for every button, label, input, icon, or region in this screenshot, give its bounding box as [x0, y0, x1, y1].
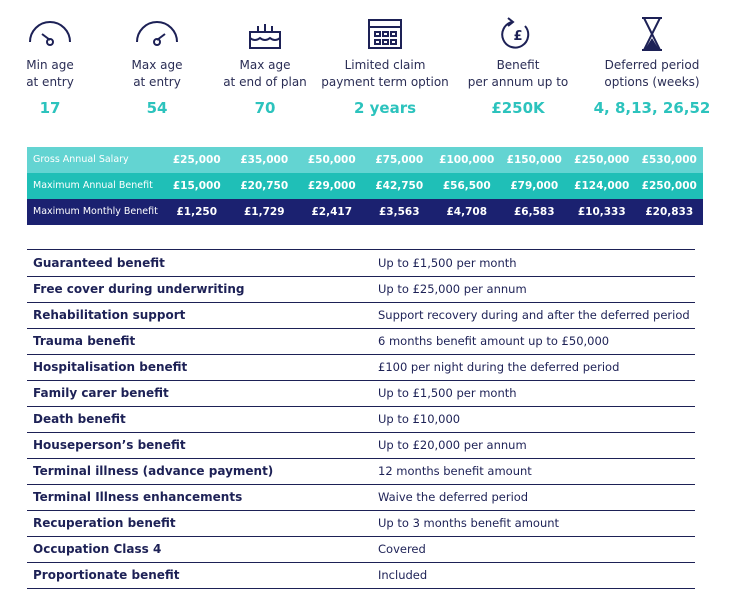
salary-cell: £4,708: [446, 206, 488, 218]
table-rule: [27, 249, 695, 250]
salary-cell: £75,000: [375, 154, 424, 166]
salary-cell: £1,729: [243, 206, 285, 218]
gauge-icon: [29, 21, 71, 46]
summary-value: £250K: [491, 99, 545, 117]
summary-label: at entry: [26, 75, 74, 89]
salary-cell: £56,500: [442, 180, 491, 192]
benefit-detail: Support recovery during and after the de…: [378, 308, 690, 322]
table-rule: [27, 302, 695, 303]
summary-label: Max age: [239, 58, 291, 72]
benefit-name: Free cover during underwriting: [33, 282, 245, 296]
summary-label: per annum up to: [467, 75, 569, 89]
benefit-detail: Up to £20,000 per annum: [378, 438, 527, 452]
benefit-detail: Waive the deferred period: [378, 490, 529, 504]
summary-label: options (weeks): [604, 75, 700, 89]
benefit-detail: £100 per night during the deferred perio…: [378, 360, 620, 374]
benefit-detail: Up to £10,000: [378, 412, 461, 426]
salary-cell: £250,000: [574, 154, 630, 166]
salary-cell: £79,000: [510, 180, 559, 192]
row-bg: [27, 173, 703, 199]
calendar-icon: [368, 19, 402, 49]
salary-cell: £42,750: [375, 180, 424, 192]
benefit-detail: Up to £25,000 per annum: [378, 282, 527, 296]
benefit-name: Occupation Class 4: [33, 542, 162, 556]
summary-value: 4, 8,13, 26,52: [593, 99, 711, 117]
salary-cell: £35,000: [240, 154, 289, 166]
table-rule: [27, 432, 695, 433]
icons: £: [29, 17, 662, 51]
salary-cell: £3,563: [378, 206, 420, 218]
table-rule: [27, 588, 695, 589]
benefit-name: Death benefit: [33, 412, 126, 426]
table-rule: [27, 562, 695, 563]
row-bg: [27, 147, 703, 173]
benefit-name: Family carer benefit: [33, 386, 169, 400]
salary-cell: £530,000: [641, 154, 697, 166]
salary-cell: £2,417: [311, 206, 353, 218]
salary-cell: £124,000: [574, 180, 630, 192]
salary-cell: £15,000: [172, 180, 221, 192]
table-rule: [27, 354, 695, 355]
benefit-name: Recuperation benefit: [33, 516, 176, 530]
hourglass-icon: [642, 17, 662, 51]
summary-label: payment term option: [321, 75, 449, 89]
table-rule: [27, 380, 695, 381]
benefit-name: Proportionate benefit: [33, 568, 180, 582]
benefit-detail: 6 months benefit amount up to £50,000: [378, 334, 610, 348]
benefit-name: Houseperson’s benefit: [33, 438, 186, 452]
salary-cell: £50,000: [307, 154, 356, 166]
benefit-name: Terminal illness (advance payment): [33, 464, 274, 478]
summary-label: Limited claim: [344, 58, 426, 72]
table-rule: [27, 510, 695, 511]
salary-cell: £25,000: [172, 154, 221, 166]
pound-icon: £: [501, 17, 530, 49]
summary-value: 70: [254, 99, 276, 117]
svg-text:£: £: [513, 29, 522, 44]
summary-value: 54: [146, 99, 168, 117]
summary-value: 17: [39, 99, 61, 117]
salary-cell: £20,750: [240, 180, 289, 192]
benefit-name: Hospitalisation benefit: [33, 360, 188, 374]
salary-cell: £100,000: [439, 154, 495, 166]
summary-label: at entry: [133, 75, 181, 89]
table-rule: [27, 484, 695, 485]
summary-label: Min age: [26, 58, 74, 72]
benefit-detail: Included: [378, 568, 428, 582]
benefit-detail: Up to 3 months benefit amount: [378, 516, 560, 530]
benefit-detail: Covered: [378, 542, 426, 556]
table-rule: [27, 458, 695, 459]
benefit-detail: Up to £1,500 per month: [378, 256, 517, 270]
benefit-detail: 12 months benefit amount: [378, 464, 532, 478]
table-rule: [27, 406, 695, 407]
salary-cell: £20,833: [645, 206, 694, 218]
row-name: Maximum Annual Benefit: [33, 180, 153, 191]
row-name: Gross Annual Salary: [33, 154, 129, 165]
summary-label: at end of plan: [223, 75, 307, 89]
salary-cell: £6,583: [513, 206, 555, 218]
summary-label: Deferred period: [604, 58, 700, 72]
salary-cell: £1,250: [176, 206, 218, 218]
cake-icon: [249, 24, 281, 49]
salary-cell: £29,000: [307, 180, 356, 192]
salary-cell: £250,000: [641, 180, 697, 192]
benefit-name: Terminal Illness enhancements: [33, 490, 243, 504]
gauge-icon: [136, 21, 178, 46]
benefit-name: Guaranteed benefit: [33, 256, 165, 270]
table-rule: [27, 328, 695, 329]
table-rule: [27, 536, 695, 537]
summary-label: Max age: [131, 58, 183, 72]
salary-cell: £150,000: [506, 154, 562, 166]
row-name: Maximum Monthly Benefit: [33, 206, 158, 217]
summary-label: Benefit: [496, 58, 540, 72]
summary-value: 2 years: [353, 99, 417, 117]
salary-cell: £10,333: [577, 206, 626, 218]
benefit-name: Rehabilitation support: [33, 308, 186, 322]
benefit-name: Trauma benefit: [33, 334, 136, 348]
table-rule: [27, 276, 695, 277]
row-bg: [27, 199, 703, 225]
benefit-detail: Up to £1,500 per month: [378, 386, 517, 400]
